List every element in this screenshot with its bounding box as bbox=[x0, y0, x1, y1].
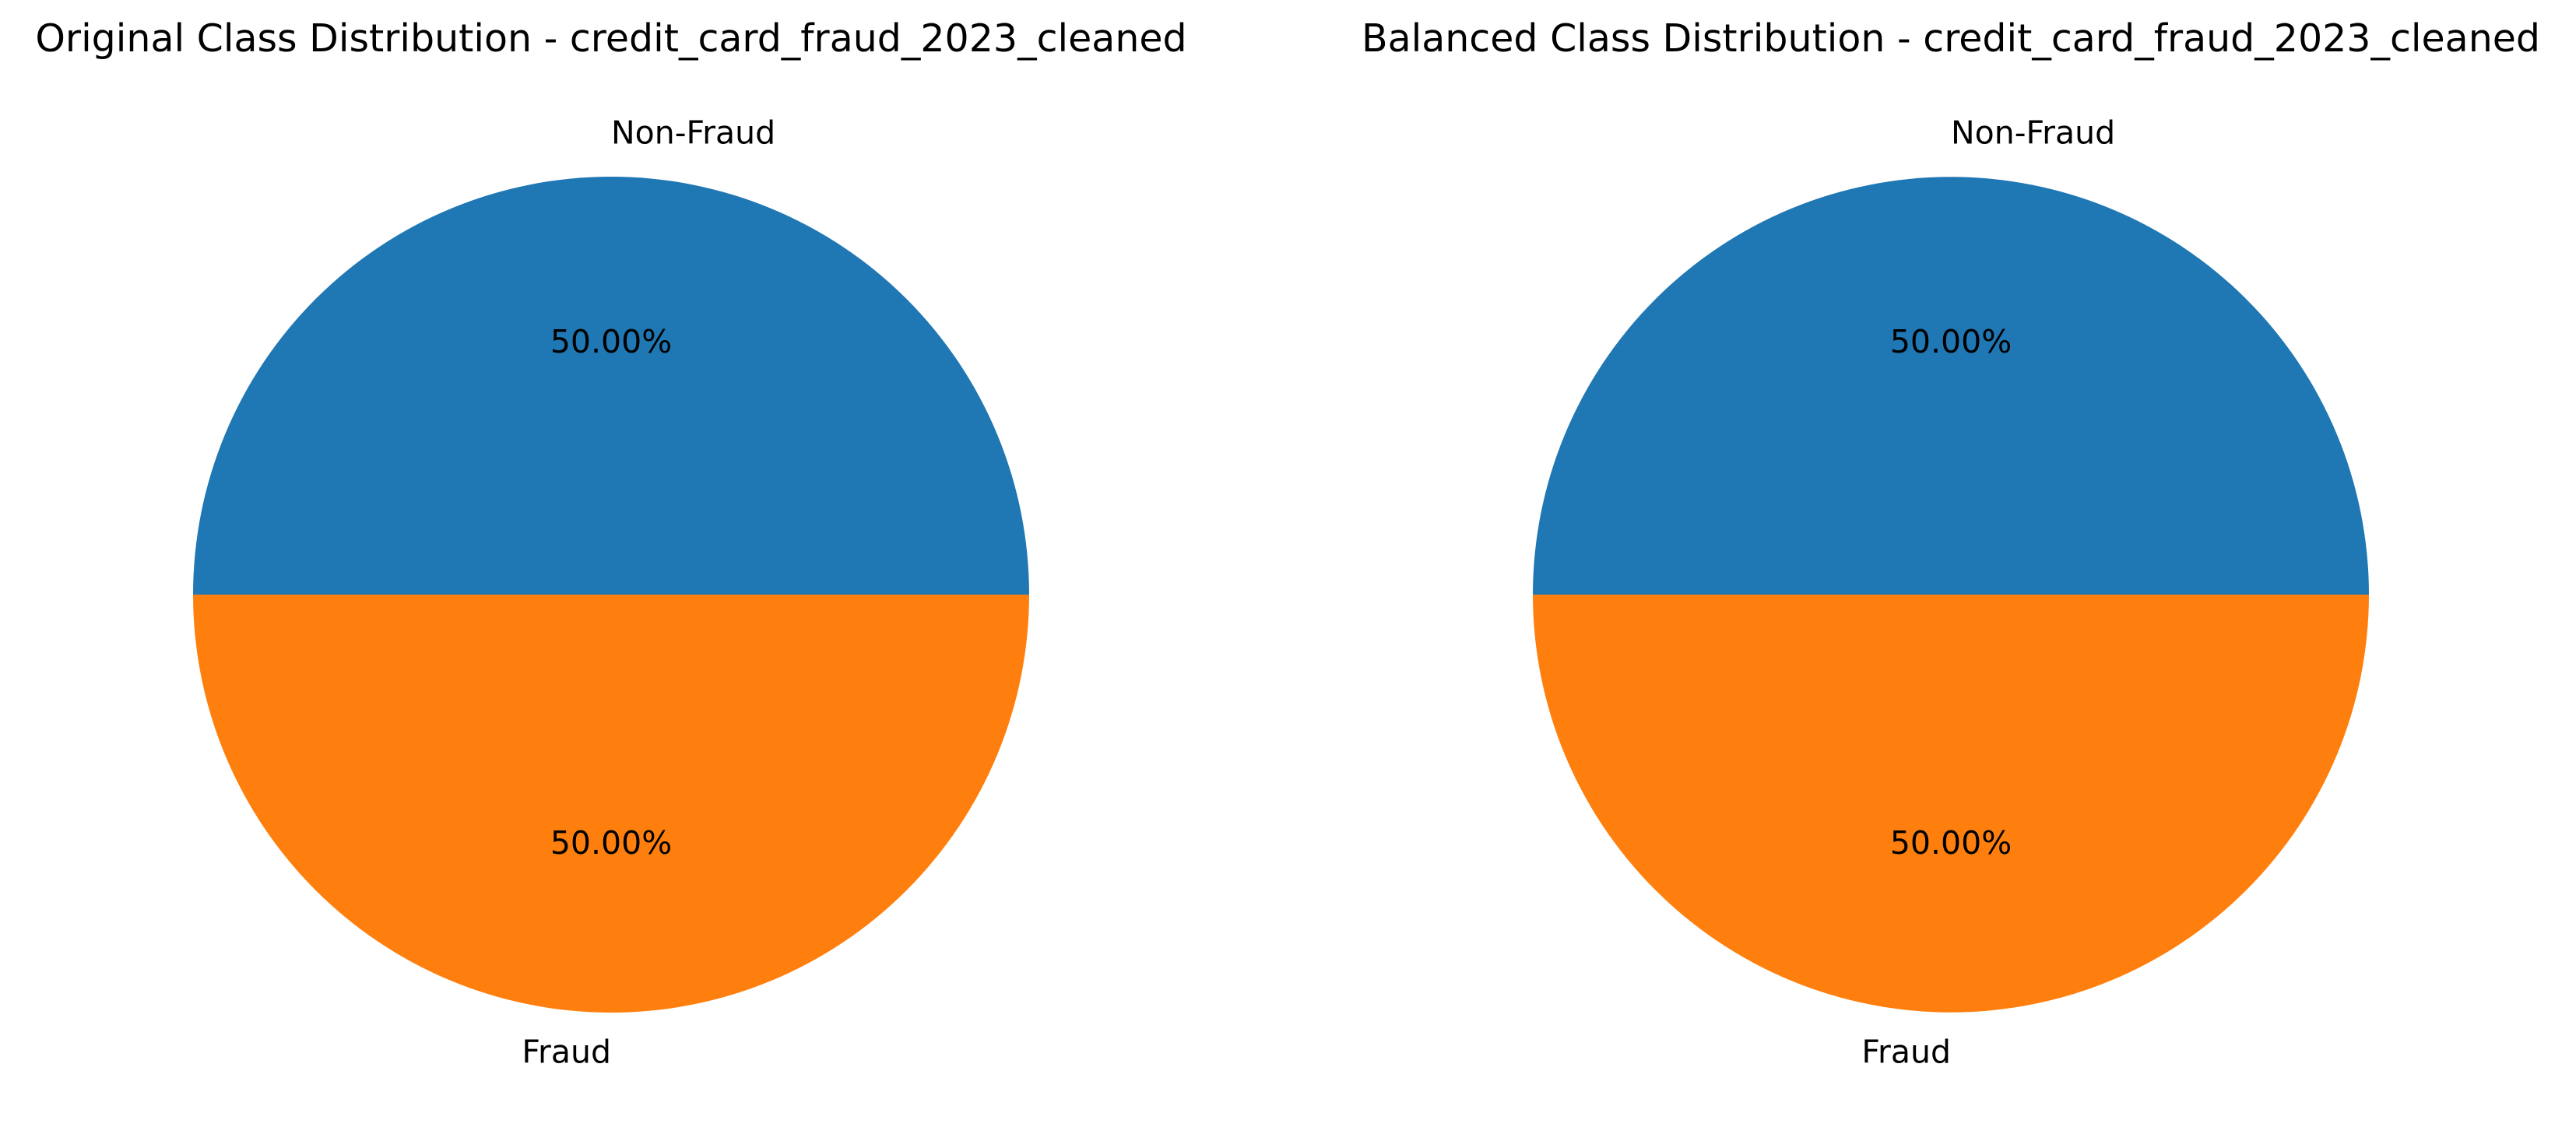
pie-chart-original: Original Class Distribution - credit_car… bbox=[35, 16, 1186, 1071]
pie-slices bbox=[193, 177, 1029, 1013]
slice-category-label: Fraud bbox=[522, 1034, 611, 1071]
pie-slice-fraud bbox=[1533, 595, 2369, 1013]
pie-slice-non-fraud bbox=[193, 177, 1029, 595]
slice-category-label: Fraud bbox=[1861, 1034, 1951, 1071]
pie-slice-non-fraud bbox=[1533, 177, 2369, 595]
pie-slice-fraud bbox=[193, 595, 1029, 1013]
pie-labels: Non-Fraud 50.00% Fraud 50.00% bbox=[522, 114, 775, 1070]
slice-percent-label: 50.00% bbox=[550, 824, 672, 862]
slice-percent-label: 50.00% bbox=[1890, 824, 2012, 862]
slice-category-label: Non-Fraud bbox=[611, 114, 775, 151]
chart-title: Original Class Distribution - credit_car… bbox=[35, 16, 1186, 61]
pie-slices bbox=[1533, 177, 2369, 1013]
slice-percent-label: 50.00% bbox=[1890, 323, 2012, 360]
slice-percent-label: 50.00% bbox=[550, 323, 672, 360]
pie-chart-balanced: Balanced Class Distribution - credit_car… bbox=[1362, 16, 2540, 1071]
chart-title: Balanced Class Distribution - credit_car… bbox=[1362, 16, 2540, 61]
slice-category-label: Non-Fraud bbox=[1951, 114, 2115, 151]
pie-labels: Non-Fraud 50.00% Fraud 50.00% bbox=[1861, 114, 2115, 1070]
